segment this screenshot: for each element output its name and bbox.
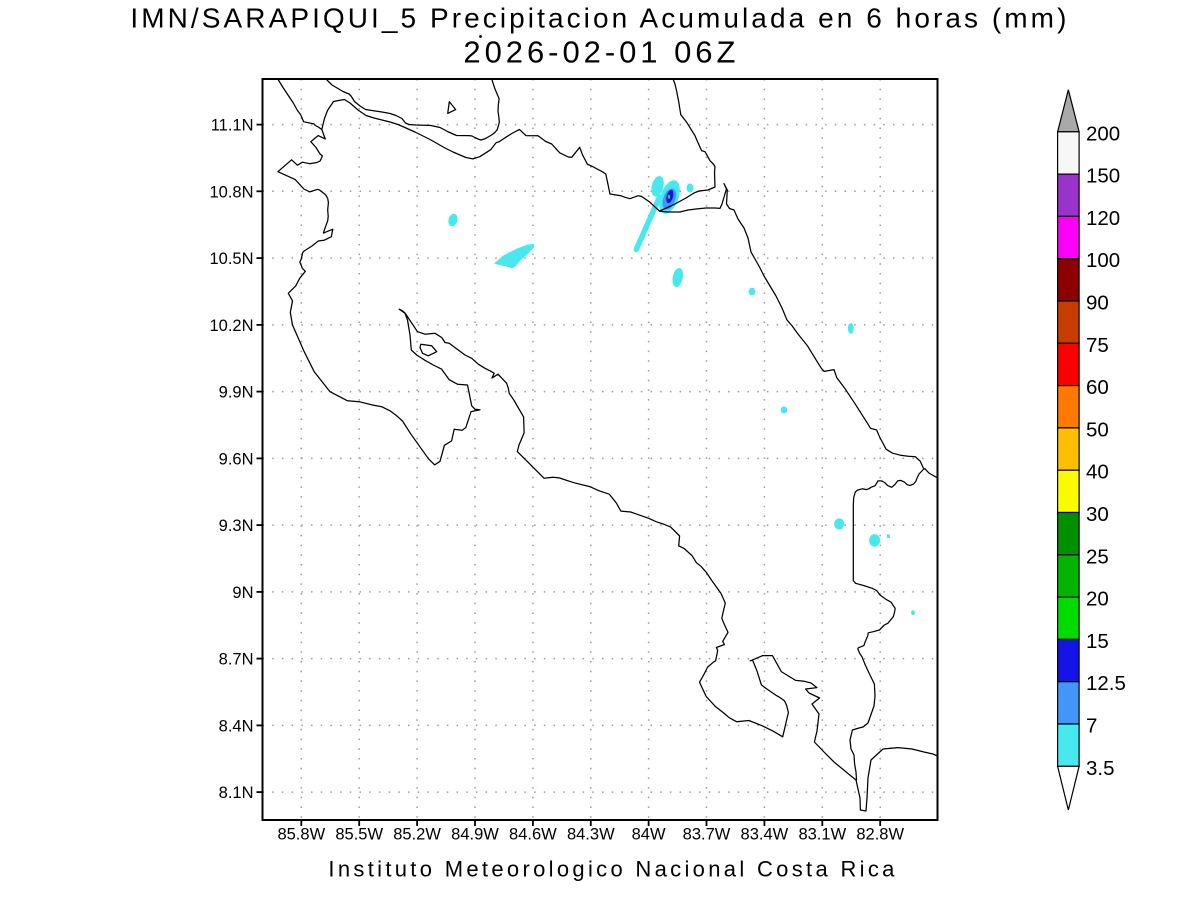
svg-text:3.5: 3.5 (1086, 757, 1115, 780)
svg-text:200: 200 (1086, 122, 1120, 145)
svg-text:25: 25 (1086, 545, 1109, 568)
svg-text:15: 15 (1086, 630, 1109, 653)
svg-text:10.2N: 10.2N (209, 317, 253, 335)
svg-text:10.5N: 10.5N (209, 250, 253, 268)
svg-text:83.7W: 83.7W (683, 826, 731, 844)
svg-text:50: 50 (1086, 418, 1109, 441)
svg-text:84.9W: 84.9W (451, 826, 499, 844)
svg-text:120: 120 (1086, 207, 1120, 230)
svg-text:8.7N: 8.7N (219, 651, 254, 669)
svg-text:2026-02-01 06Z: 2026-02-01 06Z (463, 35, 735, 70)
svg-text:12.5: 12.5 (1086, 672, 1126, 695)
svg-text:IMN/SARAPIQUI_5 Precipitacion: IMN/SARAPIQUI_5 Precipitacion Acumulada … (130, 3, 1066, 34)
svg-text:83.4W: 83.4W (741, 826, 789, 844)
svg-text:40: 40 (1086, 461, 1109, 484)
svg-text:82.8W: 82.8W (856, 826, 904, 844)
svg-text:7: 7 (1086, 715, 1097, 738)
svg-text:83.1W: 83.1W (798, 826, 846, 844)
svg-text:11.1N: 11.1N (211, 117, 254, 135)
svg-text:20: 20 (1086, 588, 1109, 611)
svg-text:30: 30 (1086, 503, 1109, 526)
svg-text:9.6N: 9.6N (219, 450, 254, 468)
svg-text:8.1N: 8.1N (219, 784, 254, 802)
svg-text:84.3W: 84.3W (567, 826, 615, 844)
svg-text:100: 100 (1086, 249, 1120, 272)
svg-text:85.2W: 85.2W (393, 826, 441, 844)
svg-text:60: 60 (1086, 376, 1109, 399)
svg-text:10.8N: 10.8N (209, 183, 253, 201)
svg-text:9.9N: 9.9N (219, 384, 254, 402)
svg-text:85.8W: 85.8W (277, 826, 325, 844)
svg-text:8.4N: 8.4N (219, 717, 254, 735)
svg-text:85.5W: 85.5W (335, 826, 383, 844)
svg-text:9.3N: 9.3N (219, 517, 254, 535)
svg-text:84.6W: 84.6W (509, 826, 557, 844)
svg-text:9N: 9N (232, 584, 253, 602)
svg-text:84W: 84W (632, 826, 666, 844)
svg-text:75: 75 (1086, 334, 1109, 357)
svg-text:90: 90 (1086, 292, 1109, 315)
svg-text:Instituto Meteorologico Nacion: Instituto Meteorologico Nacional Costa R… (328, 856, 895, 881)
svg-text:150: 150 (1086, 165, 1120, 188)
